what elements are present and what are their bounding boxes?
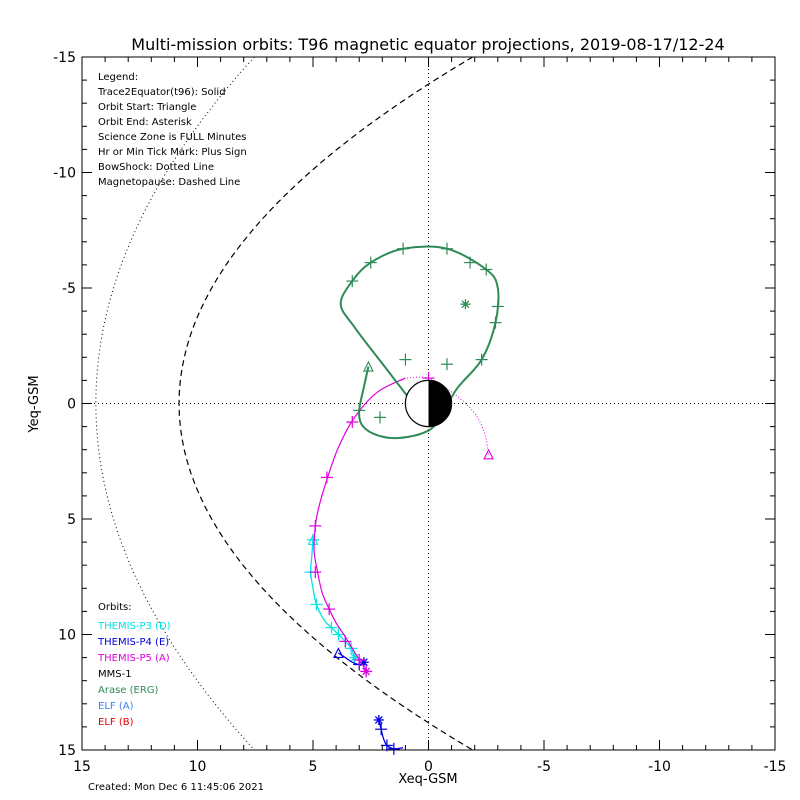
earth-icon [404, 379, 453, 428]
x-tick-label: -10 [648, 759, 671, 775]
earth-night-side [428, 380, 452, 427]
legend-line: Magnetopause: Dashed Line [98, 177, 240, 188]
axis-ticks: 15 10 5 0 -5 -10 -15 -15 -10 -5 0 5 10 15 [53, 50, 786, 775]
orbit-series-item [339, 242, 504, 440]
tick-mark-plus [440, 358, 453, 371]
tick-mark-plus [491, 300, 504, 313]
tick-mark-plus [375, 723, 388, 736]
tick-mark-plus [380, 739, 393, 752]
tick-mark-plus [309, 519, 322, 532]
orbit-label: ELF (A) [98, 701, 134, 712]
x-axis-label: Xeq-GSM [398, 772, 457, 787]
tick-mark-plus [346, 415, 359, 428]
orbit-trace-dotted [405, 376, 490, 455]
x-tick-label: -15 [764, 759, 787, 775]
y-axis-label: Yeq-GSM [27, 375, 42, 433]
orbit-start-triangle [307, 534, 319, 545]
legend-line: Legend: [98, 72, 138, 83]
y-tick-label: -15 [53, 50, 76, 66]
created-timestamp: Created: Mon Dec 6 11:45:06 2021 [88, 782, 264, 793]
chart-title: Multi-mission orbits: T96 magnetic equat… [131, 35, 724, 54]
x-tick-label: 10 [189, 759, 207, 775]
orbit-label: ELF (B) [98, 717, 134, 728]
tick-mark-plus [399, 353, 412, 366]
tick-mark-plus [332, 628, 345, 641]
y-tick-label: 5 [67, 512, 76, 528]
tick-mark-plus [325, 621, 338, 634]
orbit-series-item [373, 714, 404, 755]
y-tick-label: -5 [62, 281, 76, 297]
legend-line: Hr or Min Tick Mark: Plus Sign [98, 147, 247, 158]
legend-line: Trace2Equator(t96): Solid [97, 87, 226, 98]
tick-mark-plus [440, 242, 453, 255]
magnetopause-line [178, 56, 473, 751]
orbit-label-list: Orbits: THEMIS-P3 (D) THEMIS-P4 (E) THEMIS-… [97, 602, 171, 728]
orbits-title: Orbits: [98, 602, 132, 613]
tick-mark-plus [373, 411, 386, 424]
tick-mark-plus [464, 256, 477, 269]
tick-mark-plus [387, 742, 400, 755]
tick-mark-plus [346, 275, 359, 288]
legend-line: BowShock: Dotted Line [98, 162, 214, 173]
orbit-label: MMS-1 [98, 669, 132, 680]
x-tick-label: -5 [537, 759, 551, 775]
orbit-series-item [304, 533, 360, 663]
orbit-label: THEMIS-P3 (D) [97, 621, 171, 632]
orbit-label: THEMIS-P4 (E) [97, 637, 169, 648]
tick-mark-plus [353, 404, 366, 417]
orbit-start-triangle [363, 360, 374, 372]
tick-mark-plus [397, 242, 410, 255]
orbit-start-triangle [483, 448, 494, 460]
x-tick-label: 5 [309, 759, 318, 775]
legend-line: Orbit Start: Triangle [98, 102, 196, 113]
tick-mark-plus [480, 263, 493, 276]
orbit-end-asterisk [361, 666, 372, 677]
orbit-trace [310, 539, 356, 658]
orbit-series-item [309, 372, 494, 678]
orbit-label: THEMIS-P5 (A) [97, 653, 170, 664]
orbit-start-triangle [333, 647, 344, 659]
tick-mark-plus [310, 598, 323, 611]
orbit-series [304, 242, 504, 755]
y-tick-label: -10 [53, 166, 76, 182]
legend: Legend: Trace2Equator(t96): Solid Orbit St… [97, 72, 247, 188]
tick-mark-plus [339, 635, 352, 648]
tick-mark-plus [489, 316, 502, 329]
tick-mark-plus [309, 566, 322, 579]
orbit-label: Arase (ERG) [98, 685, 159, 696]
orbit-trace [378, 719, 404, 750]
tick-mark-plus [475, 353, 488, 366]
y-tick-label: 15 [58, 743, 76, 759]
orbit-end-asterisk [460, 299, 471, 310]
reference-lines [82, 56, 775, 751]
y-tick-label: 10 [58, 628, 76, 644]
y-tick-label: 0 [67, 397, 76, 413]
tick-mark-plus [353, 653, 366, 666]
tick-mark-plus [364, 256, 377, 269]
legend-line: Science Zone is FULL Minutes [98, 132, 247, 143]
tick-mark-plus [320, 471, 333, 484]
legend-line: Orbit End: Asterisk [98, 117, 192, 128]
tick-mark-plus [345, 642, 358, 655]
x-tick-label: 0 [424, 759, 433, 775]
orbit-end-asterisk [373, 714, 384, 725]
tick-mark-plus [323, 603, 336, 616]
x-tick-label: 15 [73, 759, 91, 775]
